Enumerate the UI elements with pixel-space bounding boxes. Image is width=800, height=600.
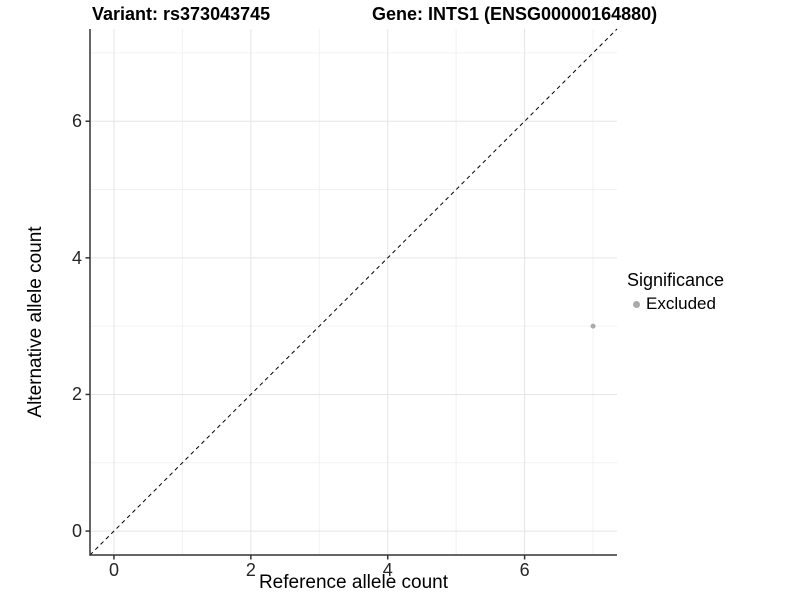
y-axis-title: Alternative allele count — [25, 226, 46, 418]
y-tick-label: 4 — [71, 247, 82, 268]
y-tick-label: 0 — [71, 521, 82, 542]
x-tick-label: 2 — [245, 560, 256, 580]
data-point — [590, 323, 596, 329]
x-tick-label: 0 — [108, 560, 119, 580]
y-tick-label: 6 — [71, 111, 82, 132]
identity-dashed-line — [89, 28, 618, 556]
x-tick-label: 4 — [382, 560, 393, 580]
plot-title-variant: Variant: rs373043745 — [92, 4, 271, 24]
legend-item-label: Excluded — [646, 294, 716, 313]
x-axis-title: Reference allele count — [258, 572, 449, 593]
legend: Significance Excluded — [627, 270, 724, 314]
legend-point-icon — [633, 300, 640, 308]
plot-title-gene: Gene: INTS1 (ENSG00000164880) — [372, 4, 658, 24]
legend-title: Significance — [627, 270, 725, 290]
y-tick-label: 2 — [71, 384, 82, 405]
legend-item-excluded: Excluded — [627, 294, 724, 314]
x-tick-label: 6 — [519, 560, 530, 580]
